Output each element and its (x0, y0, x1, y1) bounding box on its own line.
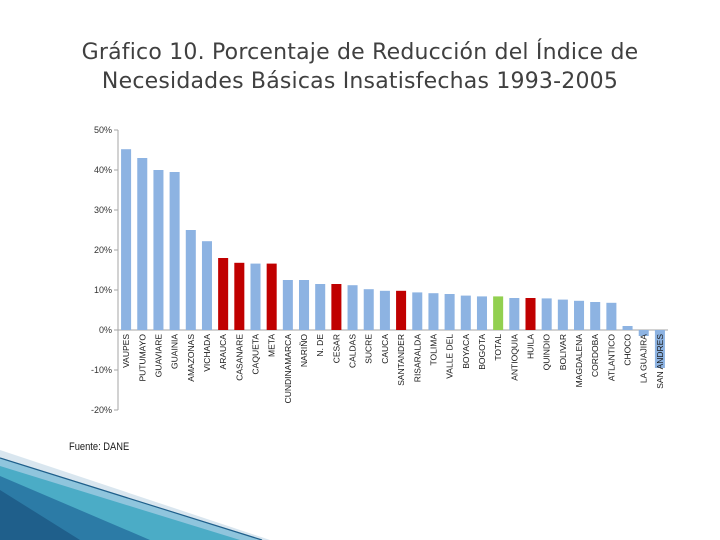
source-note: Fuente: DANE (69, 441, 130, 453)
bar (234, 262, 245, 330)
title-line-1: Gráfico 10. Porcentaje de Reducción del … (81, 40, 639, 65)
category-label: VALLE DEL (445, 334, 455, 379)
category-label: CORDOBA (590, 334, 600, 377)
bar (606, 302, 617, 330)
y-axis: 50% 40% 30% 20% 10% 0% -10% -20% (91, 125, 668, 415)
title-line-2: Necesidades Básicas Insatisfechas 1993-2… (101, 69, 619, 94)
bar (460, 295, 471, 330)
bar (493, 296, 504, 330)
bar (622, 326, 633, 330)
bar (266, 263, 277, 330)
category-label: LA GUAJIRA (639, 334, 649, 383)
y-tick-label: 10% (94, 285, 112, 295)
category-label: ATLANTICO (606, 334, 616, 381)
bar (509, 298, 520, 330)
bar (121, 149, 132, 330)
category-label: META (267, 334, 277, 357)
bar (557, 299, 568, 330)
bars (121, 149, 665, 368)
y-tick-label: 30% (94, 205, 112, 215)
category-label: N. DE (315, 334, 325, 357)
category-label: CALDAS (348, 334, 358, 368)
bar (654, 330, 665, 368)
category-label: QUINDIO (542, 334, 552, 371)
slide-title: Gráfico 10. Porcentaje de Reducción del … (0, 38, 720, 96)
bar (250, 263, 261, 330)
bar (525, 298, 536, 330)
category-label: SANTANDER (396, 334, 406, 386)
category-label: PUTUMAYO (137, 334, 147, 382)
category-label: GUAVIARE (153, 334, 163, 378)
bar (282, 280, 293, 330)
bar (331, 284, 342, 330)
category-label: GUAINIA (170, 334, 180, 369)
category-label: VAUPES (121, 334, 131, 368)
category-label: CHOCO (623, 334, 633, 366)
bar (638, 330, 649, 336)
category-label: SUCRE (364, 334, 374, 364)
y-tick-label: -20% (91, 405, 112, 415)
bar (590, 302, 601, 330)
y-tick-label: 0% (99, 325, 112, 335)
category-label: HUILA (526, 334, 536, 359)
bar (363, 289, 374, 330)
category-label: CAQUETA (251, 334, 261, 375)
category-labels: VAUPES PUTUMAYO GUAVIARE GUAINIA AMAZONAS VIC… (121, 334, 665, 404)
category-label: CESAR (331, 334, 341, 363)
bar (541, 298, 552, 330)
bar (574, 300, 585, 330)
bar (153, 170, 164, 330)
y-tick-label: 20% (94, 245, 112, 255)
y-tick-label: -10% (91, 365, 112, 375)
category-label: ARAUCA (218, 334, 228, 370)
bar (379, 290, 390, 330)
bar (185, 230, 196, 330)
bar (137, 158, 148, 330)
category-label: TOTAL (493, 334, 503, 361)
bar (201, 241, 212, 330)
category-label: RISARALDA (412, 334, 422, 383)
bar (218, 258, 229, 330)
category-label: NARIÑO (299, 334, 309, 367)
category-label: SAN ANDRES (655, 334, 665, 389)
bar (315, 284, 326, 330)
corner-decoration (0, 450, 270, 540)
category-label: VICHADA (202, 334, 212, 372)
category-label: ANTIOQUIA (509, 334, 519, 381)
bar (428, 293, 439, 330)
category-label: BOYACA (461, 334, 471, 369)
category-label: BOLIVAR (558, 334, 568, 370)
bar (476, 296, 487, 330)
bar (444, 294, 455, 330)
category-label: AMAZONAS (186, 334, 196, 382)
bar (299, 280, 310, 330)
category-label: BOGOTA (477, 334, 487, 370)
category-label: CASANARE (234, 334, 244, 381)
category-label: TOLIMA (428, 334, 438, 366)
bar (347, 285, 358, 330)
y-tick-label: 50% (94, 125, 112, 135)
category-label: CUNDINAMARCA (283, 334, 293, 404)
category-label: MAGDALENA (574, 334, 584, 388)
y-tick-label: 40% (94, 165, 112, 175)
category-label: CAUCA (380, 334, 390, 364)
bar (412, 292, 423, 330)
bar (169, 172, 180, 330)
bar (396, 290, 407, 330)
